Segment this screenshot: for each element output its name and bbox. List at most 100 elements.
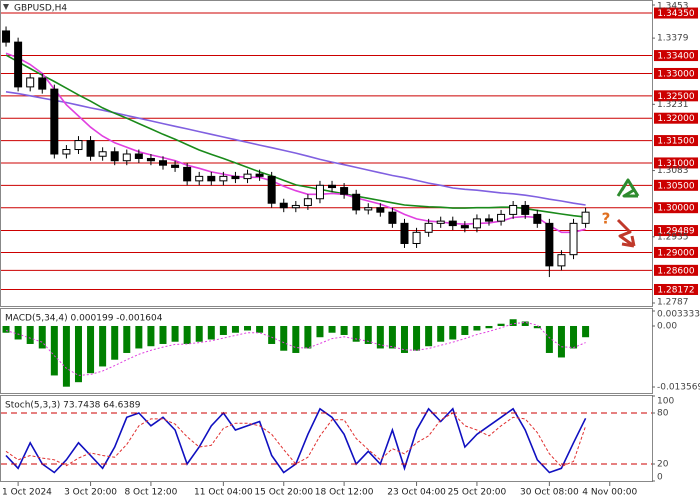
candle-body xyxy=(26,77,35,88)
x-tick-label: 25 Oct 20:00 xyxy=(448,488,507,498)
candle-body xyxy=(14,41,23,88)
x-tick-label: 8 Oct 12:00 xyxy=(124,488,177,498)
candle-body xyxy=(279,202,288,209)
candle-body xyxy=(328,184,337,189)
candle-body xyxy=(448,220,457,227)
macd-bar xyxy=(340,325,348,335)
macd-bar xyxy=(195,325,203,342)
macd-bar xyxy=(99,325,107,367)
macd-bar xyxy=(352,325,360,342)
candle-body xyxy=(557,254,566,267)
x-tick-label: 11 Oct 04:00 xyxy=(194,488,253,498)
y-tick-label: 20 xyxy=(657,460,669,470)
macd-bar xyxy=(388,325,396,349)
macd-bar xyxy=(316,325,324,338)
candle-body xyxy=(340,187,349,195)
candle-body xyxy=(231,175,240,180)
candle-body xyxy=(207,175,216,182)
candle-body xyxy=(86,140,95,157)
x-tick-label: 4 Nov 00:00 xyxy=(582,488,637,498)
macd-bar xyxy=(111,325,119,360)
macd-bar xyxy=(38,325,46,349)
y-tick-label: 1.3453 xyxy=(657,2,689,12)
macd-signal xyxy=(5,321,586,376)
macd-bar xyxy=(557,325,565,358)
y-tick-label: 80 xyxy=(657,409,669,419)
symbol-icon xyxy=(3,4,9,10)
x-tick-label: 18 Oct 12:00 xyxy=(315,488,374,498)
macd-bar xyxy=(244,325,252,331)
level-label: 1.28172 xyxy=(657,285,694,295)
macd-bar xyxy=(147,325,155,347)
level-label-box xyxy=(654,67,698,79)
down-arrow xyxy=(616,218,636,248)
candle-body xyxy=(291,204,300,209)
candle-body xyxy=(509,204,518,215)
macd-panel xyxy=(0,308,653,394)
y-tick-label: 0 xyxy=(657,473,663,483)
candle-body xyxy=(159,160,167,166)
candle-body xyxy=(98,151,107,157)
level-label: 1.29000 xyxy=(657,248,694,258)
macd-bar xyxy=(2,325,10,333)
up-arrow xyxy=(616,178,640,198)
macd-bar xyxy=(437,325,445,342)
level-label: 1.34350 xyxy=(657,9,694,19)
level-label: 1.33400 xyxy=(657,52,694,62)
macd-bar xyxy=(545,325,553,353)
candle-body xyxy=(183,166,192,182)
candle-body xyxy=(110,151,119,162)
level-label-box xyxy=(654,283,698,295)
candle-body xyxy=(400,222,409,244)
macd-bar xyxy=(364,325,372,344)
level-label-box xyxy=(654,179,698,191)
candle-body xyxy=(2,30,11,43)
level-label-box xyxy=(654,7,698,19)
level-label: 1.31000 xyxy=(657,159,694,169)
macd-bar xyxy=(219,325,227,335)
candle-body xyxy=(50,88,59,155)
y-tick-label: 1.3231 xyxy=(657,100,689,110)
candle-body xyxy=(74,140,83,151)
y-tick-label: -0.013569 xyxy=(657,383,700,393)
x-tick-label: 3 Oct 20:00 xyxy=(64,488,117,498)
candle-body xyxy=(364,207,373,211)
stoch-panel xyxy=(0,395,653,482)
macd-bar xyxy=(570,325,578,349)
x-tick-label: 23 Oct 04:00 xyxy=(387,488,446,498)
macd-title: MACD(5,34,4) 0.000199 -0.001604 xyxy=(5,314,163,324)
level-label-box xyxy=(654,202,698,214)
candle-body xyxy=(146,157,155,162)
candle-body xyxy=(533,213,542,224)
level-label-box xyxy=(654,157,698,169)
candle-body xyxy=(352,193,361,211)
macd-bar xyxy=(26,325,34,344)
x-tick-label: 15 Oct 20:00 xyxy=(254,488,313,498)
macd-bar xyxy=(521,321,529,326)
moving-average xyxy=(5,91,586,206)
candle-body xyxy=(472,218,481,229)
macd-bar xyxy=(280,325,288,351)
macd-bar xyxy=(135,325,143,349)
macd-bar xyxy=(473,325,481,331)
macd-bar xyxy=(400,325,408,353)
macd-bar xyxy=(533,325,541,329)
level-label: 1.28600 xyxy=(657,266,694,276)
y-tick-label: 0.003333 xyxy=(657,310,700,320)
macd-bar xyxy=(425,325,433,347)
macd-bar xyxy=(582,325,590,338)
candle-body xyxy=(376,207,385,213)
candle-body xyxy=(195,175,204,182)
stoch-title: Stoch(5,3,3) 73.7438 64.6389 xyxy=(5,401,141,411)
macd-bar xyxy=(50,325,58,376)
macd-bar xyxy=(449,325,457,340)
macd-bar xyxy=(256,325,264,333)
y-tick-label: 1.2787 xyxy=(657,298,689,308)
level-label-box xyxy=(654,50,698,62)
candle-body xyxy=(219,175,228,182)
x-tick-label: 30 Oct 08:00 xyxy=(520,488,579,498)
candle-body xyxy=(436,220,445,224)
level-label: 1.32000 xyxy=(657,114,694,124)
candle-body xyxy=(134,153,143,159)
